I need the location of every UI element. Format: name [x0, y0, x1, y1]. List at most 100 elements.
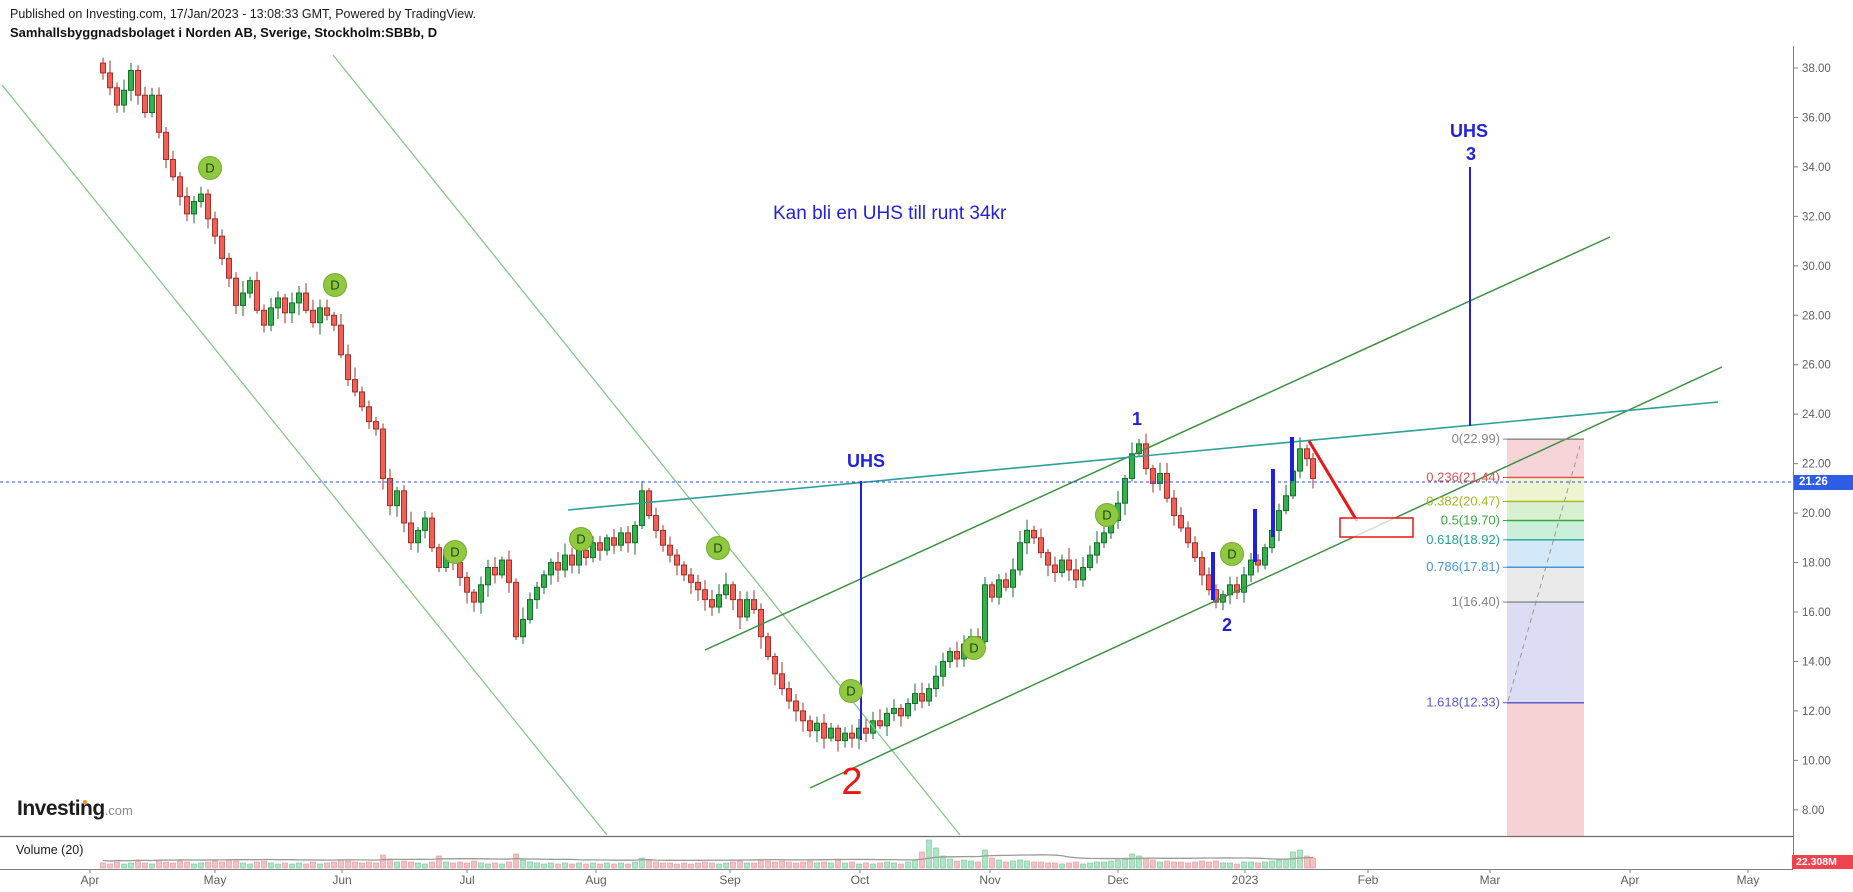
time-tick-label[interactable]: May: [1737, 873, 1760, 887]
candle[interactable]: [205, 193, 211, 220]
candle[interactable]: [1150, 468, 1156, 484]
candle[interactable]: [688, 574, 694, 583]
candle[interactable]: [940, 660, 946, 677]
annotation-labels[interactable]: Kan bli en UHS till runt 34kr UHS UHS 3 1 2 2: [773, 121, 1488, 803]
candle[interactable]: [317, 307, 323, 324]
fib-retracement-bands[interactable]: [1507, 439, 1584, 836]
candle[interactable]: [1059, 559, 1065, 573]
candle[interactable]: [709, 599, 715, 608]
candle[interactable]: [380, 428, 386, 479]
candle[interactable]: [660, 529, 666, 546]
candle[interactable]: [1087, 554, 1093, 568]
candle[interactable]: [555, 562, 561, 571]
candle[interactable]: [303, 292, 309, 311]
candle[interactable]: [1038, 537, 1044, 554]
wave-2-blue-label[interactable]: 2: [1222, 615, 1232, 635]
candle[interactable]: [520, 618, 526, 638]
candle[interactable]: [639, 490, 645, 526]
candle[interactable]: [1122, 477, 1128, 504]
candle[interactable]: [828, 727, 834, 739]
candle[interactable]: [1129, 453, 1135, 479]
candle[interactable]: [534, 586, 540, 601]
time-tick-label[interactable]: 2023: [1232, 873, 1259, 887]
candle[interactable]: [394, 490, 400, 507]
dividend-marker-icon[interactable]: [1220, 542, 1244, 566]
candle[interactable]: [1262, 547, 1268, 566]
candle[interactable]: [219, 235, 225, 259]
candle[interactable]: [1185, 527, 1191, 544]
candle[interactable]: [548, 562, 554, 576]
candle[interactable]: [513, 581, 519, 638]
candles-layer[interactable]: [100, 57, 1316, 752]
candle[interactable]: [982, 584, 988, 643]
candle[interactable]: [177, 176, 183, 198]
candle[interactable]: [114, 87, 120, 106]
trend-lines[interactable]: [1, 54, 1723, 836]
candle[interactable]: [1178, 515, 1184, 529]
candle[interactable]: [751, 599, 757, 611]
candle[interactable]: [1164, 473, 1170, 499]
uhs-label-3[interactable]: UHS: [1450, 121, 1488, 141]
candle[interactable]: [156, 94, 162, 133]
candle[interactable]: [884, 712, 890, 727]
fib-retracement-levels[interactable]: 0(22.99) 0.236(21.44) 0.382(20.47) 0.5(19.7…: [1426, 431, 1584, 710]
candle[interactable]: [800, 710, 806, 722]
candle[interactable]: [716, 594, 722, 608]
ascending-channel-line[interactable]: [704, 236, 1611, 651]
candle[interactable]: [226, 257, 232, 279]
red-target-rectangle[interactable]: [1339, 517, 1414, 538]
candle[interactable]: [373, 421, 379, 430]
dividend-marker-icon[interactable]: [198, 156, 222, 180]
candle[interactable]: [905, 702, 911, 717]
candle[interactable]: [590, 542, 596, 559]
candle[interactable]: [723, 584, 729, 596]
candle[interactable]: [1276, 510, 1282, 531]
candle[interactable]: [492, 566, 498, 576]
candle[interactable]: [898, 707, 904, 717]
candle[interactable]: [1045, 552, 1051, 566]
dividend-marker-icon[interactable]: [323, 273, 347, 297]
descending-channel-line[interactable]: [332, 54, 961, 836]
wave-2-red-label[interactable]: 2: [841, 761, 862, 803]
candle[interactable]: [947, 651, 953, 662]
candle[interactable]: [422, 517, 428, 531]
volume-histogram[interactable]: [100, 839, 1316, 869]
candle[interactable]: [254, 280, 260, 311]
candle[interactable]: [1101, 532, 1107, 544]
note-kan-bli-uhs[interactable]: Kan bli en UHS till runt 34kr: [773, 203, 1007, 224]
candle[interactable]: [632, 524, 638, 544]
uhs-3-number[interactable]: 3: [1466, 144, 1476, 164]
candle[interactable]: [149, 94, 155, 114]
candle[interactable]: [786, 688, 792, 702]
candle[interactable]: [464, 576, 470, 593]
candle[interactable]: [954, 651, 960, 660]
candle[interactable]: [261, 309, 267, 326]
candle[interactable]: [310, 309, 316, 324]
candle[interactable]: [170, 158, 176, 178]
candle[interactable]: [1199, 557, 1205, 576]
candle[interactable]: [436, 547, 442, 568]
candle[interactable]: [1255, 559, 1261, 566]
candle[interactable]: [198, 193, 204, 203]
candle[interactable]: [1052, 564, 1058, 573]
candle[interactable]: [1283, 495, 1289, 512]
candle[interactable]: [912, 693, 918, 704]
candle[interactable]: [1010, 569, 1016, 588]
candle[interactable]: [842, 732, 848, 742]
candle[interactable]: [702, 589, 708, 601]
candle[interactable]: [562, 554, 568, 571]
time-tick-label[interactable]: Oct: [851, 873, 870, 887]
candle[interactable]: [212, 218, 218, 237]
time-tick-label[interactable]: May: [204, 873, 227, 887]
candle[interactable]: [996, 579, 1002, 598]
candle[interactable]: [499, 559, 505, 576]
candle[interactable]: [989, 584, 995, 598]
candle[interactable]: [485, 566, 491, 586]
candle[interactable]: [1206, 574, 1212, 591]
candle[interactable]: [541, 574, 547, 588]
candle[interactable]: [142, 94, 148, 114]
candle[interactable]: [667, 544, 673, 556]
time-tick-label[interactable]: Feb: [1358, 873, 1379, 887]
candle[interactable]: [919, 693, 925, 702]
candle[interactable]: [863, 727, 869, 734]
